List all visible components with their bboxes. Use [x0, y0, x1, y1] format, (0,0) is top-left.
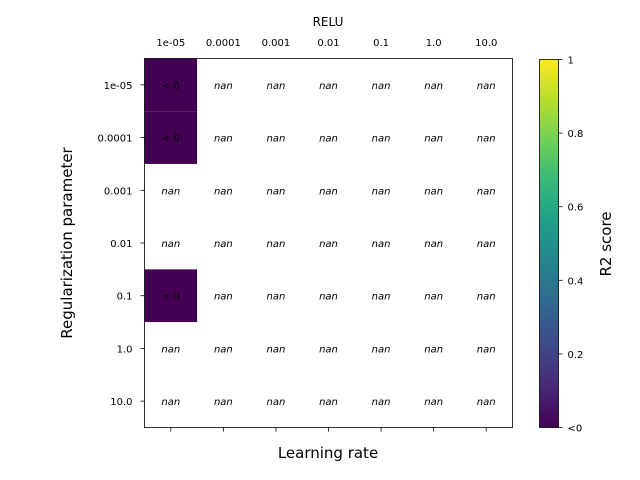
cell-value-label: nan [267, 134, 286, 145]
cell-value-label: nan [161, 186, 180, 197]
cell-value-label: nan [161, 239, 180, 250]
cell-value-label: nan [214, 81, 233, 92]
cell-value-label: nan [372, 344, 391, 355]
chart-title: RELU [313, 15, 344, 29]
x-tick-label: 0.1 [373, 38, 389, 49]
heatmap-cells [144, 58, 198, 323]
colorbar-tick-label: 0.8 [568, 129, 584, 140]
cell-value-label: nan [372, 397, 391, 408]
y-tick-label: 0.0001 [98, 134, 133, 145]
y-tick-label: 1e-05 [104, 81, 133, 92]
cell-value-label: < 0 [162, 81, 180, 92]
cell-value-label: nan [477, 81, 496, 92]
cell-value-label: nan [214, 134, 233, 145]
cell-value-label: nan [424, 186, 443, 197]
cell-value-label: nan [319, 186, 338, 197]
colorbar-tick-label: 1 [568, 56, 574, 67]
cell-value-label: nan [424, 344, 443, 355]
cell-value-label: nan [161, 344, 180, 355]
x-axis-label: Learning rate [278, 444, 378, 462]
cell-value-label: nan [267, 81, 286, 92]
cell-value-label: nan [477, 134, 496, 145]
cell-value-label: nan [214, 292, 233, 303]
cell-value-label: nan [372, 292, 391, 303]
cell-value-label: nan [424, 397, 443, 408]
cell-value-label: nan [477, 239, 496, 250]
y-tick-label: 0.1 [117, 292, 133, 303]
cell-value-label: nan [424, 81, 443, 92]
cell-value-label: nan [372, 134, 391, 145]
y-tick-label: 0.001 [104, 186, 133, 197]
cell-value-label: nan [267, 186, 286, 197]
cell-value-label: nan [319, 344, 338, 355]
colorbar-label: R2 score [597, 211, 615, 276]
cell-value-label: nan [214, 397, 233, 408]
colorbar-tick-label: 0.2 [568, 350, 584, 361]
cell-value-label: nan [214, 186, 233, 197]
cell-value-label: nan [424, 239, 443, 250]
x-tick-label: 10.0 [475, 38, 497, 49]
cell-value-label: nan [424, 292, 443, 303]
cell-value-label: nan [214, 344, 233, 355]
colorbar-tick-labels: <0 0.2 0.4 0.6 0.8 1 [558, 56, 584, 435]
x-tick-label: 0.001 [262, 38, 291, 49]
y-axis-label: Regularization parameter [58, 146, 76, 338]
colorbar-tick-label: <0 [568, 424, 583, 435]
cell-value-label: nan [267, 292, 286, 303]
cell-value-label: nan [267, 344, 286, 355]
cell-value-label: < 0 [162, 292, 180, 303]
y-tick-label: 10.0 [110, 397, 132, 408]
cell-value-label: nan [477, 397, 496, 408]
cell-value-label: nan [319, 81, 338, 92]
cell-value-label: nan [319, 134, 338, 145]
cell-value-label: nan [267, 239, 286, 250]
x-tick-label: 0.0001 [206, 38, 241, 49]
heatmap-cell [144, 111, 198, 164]
cell-value-label: nan [319, 239, 338, 250]
heatmap-cell-labels: < 0 nan nan nan nan nan nan < 0 nan nan nan nan nan n… [161, 81, 495, 408]
y-tick-label: 0.01 [110, 239, 132, 250]
colorbar-tick-label: 0.6 [568, 203, 584, 214]
x-tick-label: 0.01 [317, 38, 339, 49]
y-tick-labels: 1e-05 0.0001 0.001 0.01 0.1 1.0 10.0 [98, 81, 145, 408]
heatmap-cell [144, 269, 198, 323]
cell-value-label: < 0 [162, 134, 180, 145]
heatmap-cell [144, 58, 198, 112]
cell-value-label: nan [477, 292, 496, 303]
cell-value-label: nan [214, 239, 233, 250]
y-tick-label: 1.0 [117, 344, 133, 355]
cell-value-label: nan [477, 186, 496, 197]
cell-value-label: nan [372, 81, 391, 92]
x-tick-label: 1e-05 [156, 38, 185, 49]
cell-value-label: nan [372, 186, 391, 197]
colorbar [539, 59, 559, 428]
cell-value-label: nan [477, 344, 496, 355]
cell-value-label: nan [267, 397, 286, 408]
cell-value-label: nan [319, 292, 338, 303]
x-tick-label: 1.0 [426, 38, 442, 49]
cell-value-label: nan [319, 397, 338, 408]
cell-value-label: nan [372, 239, 391, 250]
x-tick-labels: 1e-05 0.0001 0.001 0.01 0.1 1.0 10.0 [156, 38, 497, 432]
cell-value-label: nan [424, 134, 443, 145]
colorbar-tick-label: 0.4 [568, 276, 584, 287]
cell-value-label: nan [161, 397, 180, 408]
